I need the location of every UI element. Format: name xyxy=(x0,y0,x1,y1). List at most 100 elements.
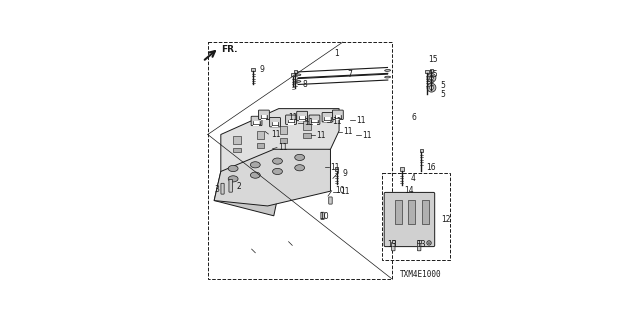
Bar xyxy=(291,73,294,76)
FancyBboxPatch shape xyxy=(392,243,395,251)
Circle shape xyxy=(427,241,431,245)
Bar xyxy=(324,117,330,123)
Text: 11: 11 xyxy=(344,127,353,136)
Ellipse shape xyxy=(295,74,301,76)
Polygon shape xyxy=(214,149,330,206)
Ellipse shape xyxy=(228,176,238,182)
Bar xyxy=(392,240,395,244)
FancyBboxPatch shape xyxy=(384,192,435,247)
Ellipse shape xyxy=(385,69,390,71)
Bar xyxy=(257,131,264,140)
Bar xyxy=(408,200,415,224)
Bar xyxy=(261,115,266,120)
Bar xyxy=(335,167,338,171)
Bar xyxy=(272,122,278,127)
Bar xyxy=(400,167,404,171)
Text: 9: 9 xyxy=(342,169,347,178)
FancyBboxPatch shape xyxy=(259,110,269,119)
Circle shape xyxy=(427,83,436,92)
Ellipse shape xyxy=(295,81,301,83)
Ellipse shape xyxy=(250,172,260,178)
Text: 11: 11 xyxy=(271,130,280,139)
FancyBboxPatch shape xyxy=(269,117,280,127)
Ellipse shape xyxy=(295,154,305,161)
Bar xyxy=(233,136,241,144)
FancyBboxPatch shape xyxy=(297,111,308,121)
Text: FR.: FR. xyxy=(221,45,237,54)
FancyBboxPatch shape xyxy=(221,183,224,194)
Text: 12: 12 xyxy=(441,215,451,224)
Text: 9: 9 xyxy=(259,65,264,75)
Bar xyxy=(252,68,255,71)
Text: 11: 11 xyxy=(340,188,349,196)
Bar xyxy=(288,120,294,125)
Polygon shape xyxy=(221,108,339,176)
Text: 14: 14 xyxy=(404,186,413,195)
Bar xyxy=(257,143,264,148)
Bar xyxy=(208,42,392,279)
Bar xyxy=(422,200,429,224)
Text: 11: 11 xyxy=(316,131,326,140)
Text: 11: 11 xyxy=(288,114,298,123)
Text: TXM4E1000: TXM4E1000 xyxy=(400,270,442,279)
Bar xyxy=(394,200,402,224)
FancyBboxPatch shape xyxy=(417,243,421,251)
Circle shape xyxy=(429,76,433,80)
Text: 2: 2 xyxy=(237,182,241,191)
Text: 11: 11 xyxy=(278,143,288,152)
Polygon shape xyxy=(214,172,280,216)
Text: 3: 3 xyxy=(214,185,219,194)
FancyBboxPatch shape xyxy=(229,179,232,192)
Bar xyxy=(303,133,311,138)
Bar xyxy=(335,115,340,120)
FancyBboxPatch shape xyxy=(329,197,332,204)
FancyBboxPatch shape xyxy=(322,113,333,122)
Bar xyxy=(430,69,433,72)
Bar xyxy=(294,70,297,73)
FancyBboxPatch shape xyxy=(309,115,320,124)
Text: 15: 15 xyxy=(429,70,438,79)
Text: 10: 10 xyxy=(319,212,329,221)
Text: 7: 7 xyxy=(348,70,352,79)
Ellipse shape xyxy=(273,168,282,174)
Bar xyxy=(303,121,311,130)
Bar xyxy=(426,70,429,73)
Circle shape xyxy=(427,73,436,82)
Bar xyxy=(299,116,305,121)
Text: 15: 15 xyxy=(429,55,438,64)
Bar xyxy=(381,173,450,260)
Ellipse shape xyxy=(273,158,282,164)
Ellipse shape xyxy=(385,76,390,78)
Text: 16: 16 xyxy=(427,163,436,172)
Ellipse shape xyxy=(228,165,238,172)
Text: 11: 11 xyxy=(332,117,342,126)
Bar xyxy=(420,149,423,152)
Text: 11: 11 xyxy=(304,118,314,127)
FancyBboxPatch shape xyxy=(285,115,296,124)
Ellipse shape xyxy=(295,165,305,171)
Bar xyxy=(417,240,421,244)
Text: 11: 11 xyxy=(356,116,365,125)
Text: 10: 10 xyxy=(335,186,344,195)
Bar xyxy=(233,148,241,153)
Text: 5: 5 xyxy=(441,82,445,91)
Text: 5: 5 xyxy=(441,90,445,99)
Text: 6: 6 xyxy=(412,113,416,122)
FancyBboxPatch shape xyxy=(321,212,324,220)
FancyBboxPatch shape xyxy=(332,110,343,119)
Text: 13: 13 xyxy=(387,240,396,249)
FancyBboxPatch shape xyxy=(251,116,262,126)
Text: 1: 1 xyxy=(334,49,339,58)
Text: 8: 8 xyxy=(303,80,308,89)
Bar xyxy=(280,138,287,143)
Circle shape xyxy=(428,242,430,244)
Text: 11: 11 xyxy=(330,163,339,172)
Bar xyxy=(253,121,259,126)
Ellipse shape xyxy=(250,162,260,168)
Text: 4: 4 xyxy=(410,174,415,183)
Circle shape xyxy=(429,86,433,90)
Text: 11: 11 xyxy=(362,131,371,140)
Bar xyxy=(311,120,317,125)
Text: 13: 13 xyxy=(417,240,426,249)
Bar xyxy=(280,126,287,134)
